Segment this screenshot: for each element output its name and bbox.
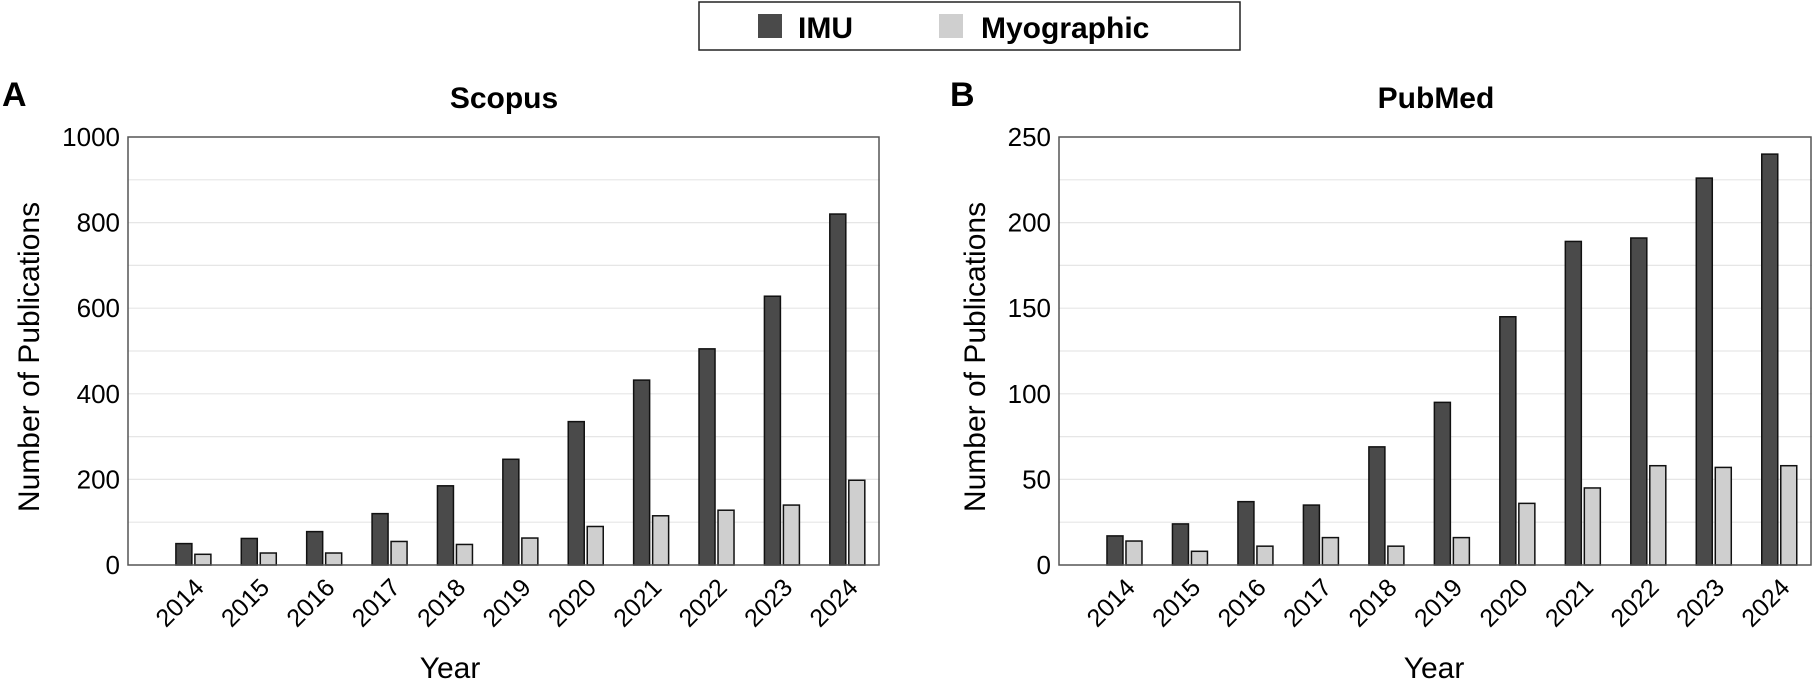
bar-myographic-2023 xyxy=(782,504,801,566)
x-tick-label-2021: 2021 xyxy=(608,573,667,632)
bar-imu-2019 xyxy=(502,458,520,566)
plot-frame xyxy=(127,136,880,566)
y-tick-label-200: 200 xyxy=(77,464,120,494)
y-tick-label-0: 0 xyxy=(1037,550,1051,580)
y-axis-label-b: Number of Publications xyxy=(959,202,992,512)
x-tick-label-2017: 2017 xyxy=(1278,573,1337,632)
panel-title-scopus: Scopus xyxy=(450,82,558,115)
legend-swatch-imu xyxy=(758,14,782,38)
bar-myographic-2020 xyxy=(586,525,604,566)
bar-myographic-2016 xyxy=(324,552,343,566)
bar-imu-2016 xyxy=(305,530,324,566)
x-tick-label-2015: 2015 xyxy=(1147,573,1206,632)
bar-imu-2016 xyxy=(1237,500,1255,566)
panel-letter-b: B xyxy=(950,76,975,114)
bar-myographic-2021 xyxy=(1583,487,1602,566)
panel-a-scopus: A Scopus Year Number of Publications 201… xyxy=(2,76,880,684)
x-axis-label-a: Year xyxy=(420,652,481,684)
y-tick-label-0: 0 xyxy=(106,550,120,580)
bar-myographic-2024 xyxy=(1780,464,1798,566)
legend-label-imu: IMU xyxy=(798,12,853,45)
bar-imu-2018 xyxy=(436,485,455,566)
bar-imu-2017 xyxy=(371,512,389,566)
x-tick-label-2014: 2014 xyxy=(1082,573,1141,632)
bar-myographic-2021 xyxy=(651,515,670,566)
legend: IMU Myographic xyxy=(698,1,1241,51)
bar-imu-2020 xyxy=(1499,316,1517,566)
bar-imu-2015 xyxy=(1171,523,1190,566)
y-tick-label-250: 250 xyxy=(1008,122,1051,152)
bar-myographic-2015 xyxy=(259,552,278,566)
bar-myographic-2016 xyxy=(1256,545,1274,566)
legend-swatch-myographic xyxy=(939,14,963,38)
x-tick-label-2018: 2018 xyxy=(412,573,471,632)
bar-imu-2023 xyxy=(1695,177,1714,566)
x-tick-label-2019: 2019 xyxy=(1409,573,1468,632)
legend-box xyxy=(698,1,1241,51)
bar-myographic-2014 xyxy=(194,553,212,566)
legend-label-myographic: Myographic xyxy=(981,12,1149,45)
bar-myographic-2022 xyxy=(717,509,735,566)
x-tick-label-2020: 2020 xyxy=(543,573,602,632)
panel-b-pubmed: B PubMed Year Number of Publications 201… xyxy=(950,76,1812,684)
plot-area-a: 2014 2015 2016 2017 2018 2019 2020 2021 2022 2023… xyxy=(62,122,880,633)
bar-myographic-2022 xyxy=(1649,464,1667,566)
y-tick-label-800: 800 xyxy=(77,208,120,238)
bar-imu-2019 xyxy=(1433,401,1452,566)
bar-myographic-2024 xyxy=(848,479,866,566)
bar-imu-2024 xyxy=(829,213,847,566)
plot-frame xyxy=(1058,136,1812,566)
x-axis-label-b: Year xyxy=(1404,652,1465,684)
bar-myographic-2019 xyxy=(1452,536,1471,566)
x-tick-label-2020: 2020 xyxy=(1474,573,1533,632)
bar-myographic-2023 xyxy=(1714,466,1733,566)
y-tick-label-50: 50 xyxy=(1022,464,1051,494)
y-tick-label-100: 100 xyxy=(1008,379,1051,409)
bar-myographic-2019 xyxy=(521,537,539,566)
x-tick-label-2023: 2023 xyxy=(1671,573,1730,632)
x-tick-label-2023: 2023 xyxy=(739,573,798,632)
x-tick-label-2021: 2021 xyxy=(1540,573,1599,632)
bar-myographic-2020 xyxy=(1518,502,1536,566)
bar-imu-2020 xyxy=(567,420,585,566)
bar-imu-2017 xyxy=(1302,504,1321,566)
bar-imu-2022 xyxy=(698,348,716,566)
y-tick-label-1000: 1000 xyxy=(62,122,120,152)
x-tick-label-2024: 2024 xyxy=(1736,573,1795,632)
x-tick-label-2024: 2024 xyxy=(804,573,863,632)
bar-myographic-2018 xyxy=(455,543,474,566)
panel-title-pubmed: PubMed xyxy=(1378,82,1495,115)
x-tick-label-2022: 2022 xyxy=(674,573,733,632)
bar-myographic-2017 xyxy=(390,540,408,566)
panel-letter-a: A xyxy=(2,76,27,114)
x-tick-label-2016: 2016 xyxy=(1213,573,1272,632)
y-axis-label-a: Number of Publications xyxy=(13,202,46,512)
bar-myographic-2014 xyxy=(1125,540,1143,566)
x-tick-label-2016: 2016 xyxy=(281,573,340,632)
bar-imu-2018 xyxy=(1368,446,1386,566)
bar-imu-2014 xyxy=(175,542,193,566)
x-tick-label-2022: 2022 xyxy=(1605,573,1664,632)
bar-imu-2024 xyxy=(1761,153,1779,566)
bar-imu-2023 xyxy=(763,295,782,566)
plot-area-b: 2014 2015 2016 2017 2018 2019 2020 2021 2022 2023… xyxy=(1008,122,1812,633)
y-tick-label-600: 600 xyxy=(77,293,120,323)
x-tick-label-2018: 2018 xyxy=(1344,573,1403,632)
x-tick-label-2019: 2019 xyxy=(477,573,536,632)
bar-imu-2021 xyxy=(1564,240,1583,566)
bar-myographic-2015 xyxy=(1190,550,1209,566)
y-tick-label-200: 200 xyxy=(1008,208,1051,238)
bar-imu-2015 xyxy=(240,537,259,566)
y-tick-label-400: 400 xyxy=(77,379,120,409)
bar-imu-2021 xyxy=(632,379,651,566)
bar-myographic-2018 xyxy=(1387,545,1405,566)
x-tick-label-2014: 2014 xyxy=(151,573,210,632)
x-tick-label-2015: 2015 xyxy=(216,573,275,632)
y-tick-label-150: 150 xyxy=(1008,293,1051,323)
bar-myographic-2017 xyxy=(1321,536,1340,566)
x-tick-label-2017: 2017 xyxy=(347,573,406,632)
bar-imu-2014 xyxy=(1106,535,1124,566)
bar-imu-2022 xyxy=(1630,237,1648,566)
